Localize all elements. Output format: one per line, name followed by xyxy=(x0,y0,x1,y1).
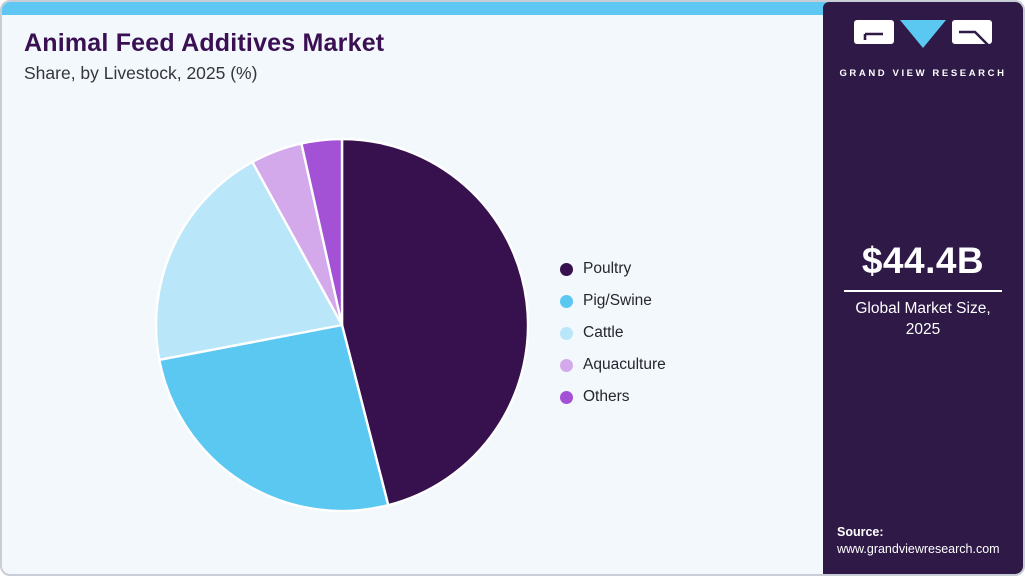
market-size-label-line1: Global Market Size, xyxy=(855,300,991,317)
pie-slice-others xyxy=(300,137,344,327)
page-subtitle: Share, by Livestock, 2025 (%) xyxy=(24,63,258,83)
market-size-block: $44.4B Global Market Size, 2025 xyxy=(823,240,1023,341)
pie-chart-svg xyxy=(154,137,530,513)
brand-logo: GRAND VIEW RESEARCH xyxy=(823,18,1023,79)
legend-label: Others xyxy=(583,388,630,405)
legend-label: Poultry xyxy=(583,260,632,277)
legend-item-others: Others xyxy=(560,381,666,413)
brand-logo-text: GRAND VIEW RESEARCH xyxy=(839,68,1007,79)
pie-chart xyxy=(152,135,532,515)
legend-item-cattle: Cattle xyxy=(560,317,666,349)
legend-label: Pig/Swine xyxy=(583,292,652,309)
market-size-label: Global Market Size, 2025 xyxy=(823,299,1023,341)
source-url: www.grandviewresearch.com xyxy=(837,542,1000,556)
pie-slice-cattle xyxy=(154,160,344,362)
sidebar: GRAND VIEW RESEARCH $44.4B Global Market… xyxy=(823,2,1023,574)
legend-swatch-icon xyxy=(560,294,573,308)
legend-swatch-icon xyxy=(560,358,573,372)
source-block: Source: www.grandviewresearch.com xyxy=(837,525,1000,556)
legend: Poultry Pig/Swine Cattle Aquaculture Others xyxy=(560,253,666,413)
legend-label: Cattle xyxy=(583,324,624,341)
legend-item-aquaculture: Aquaculture xyxy=(560,349,666,381)
legend-item-poultry: Poultry xyxy=(560,253,666,285)
legend-label: Aquaculture xyxy=(583,356,666,373)
pie-slice-pig-swine xyxy=(158,323,390,513)
legend-swatch-icon xyxy=(560,326,573,340)
page-title: Animal Feed Additives Market xyxy=(24,29,385,57)
pie-slice-poultry xyxy=(340,137,530,507)
legend-item-pig-swine: Pig/Swine xyxy=(560,285,666,317)
source-label: Source: xyxy=(837,525,884,539)
chart-area: Animal Feed Additives Market Share, by L… xyxy=(2,15,827,574)
legend-swatch-icon xyxy=(560,390,573,404)
market-size-label-line2: 2025 xyxy=(905,320,941,338)
top-accent-bar xyxy=(2,2,829,15)
legend-swatch-icon xyxy=(560,262,573,276)
market-size-value: $44.4B xyxy=(861,240,985,281)
gvr-logo-icon xyxy=(854,20,992,48)
divider xyxy=(844,290,1002,292)
